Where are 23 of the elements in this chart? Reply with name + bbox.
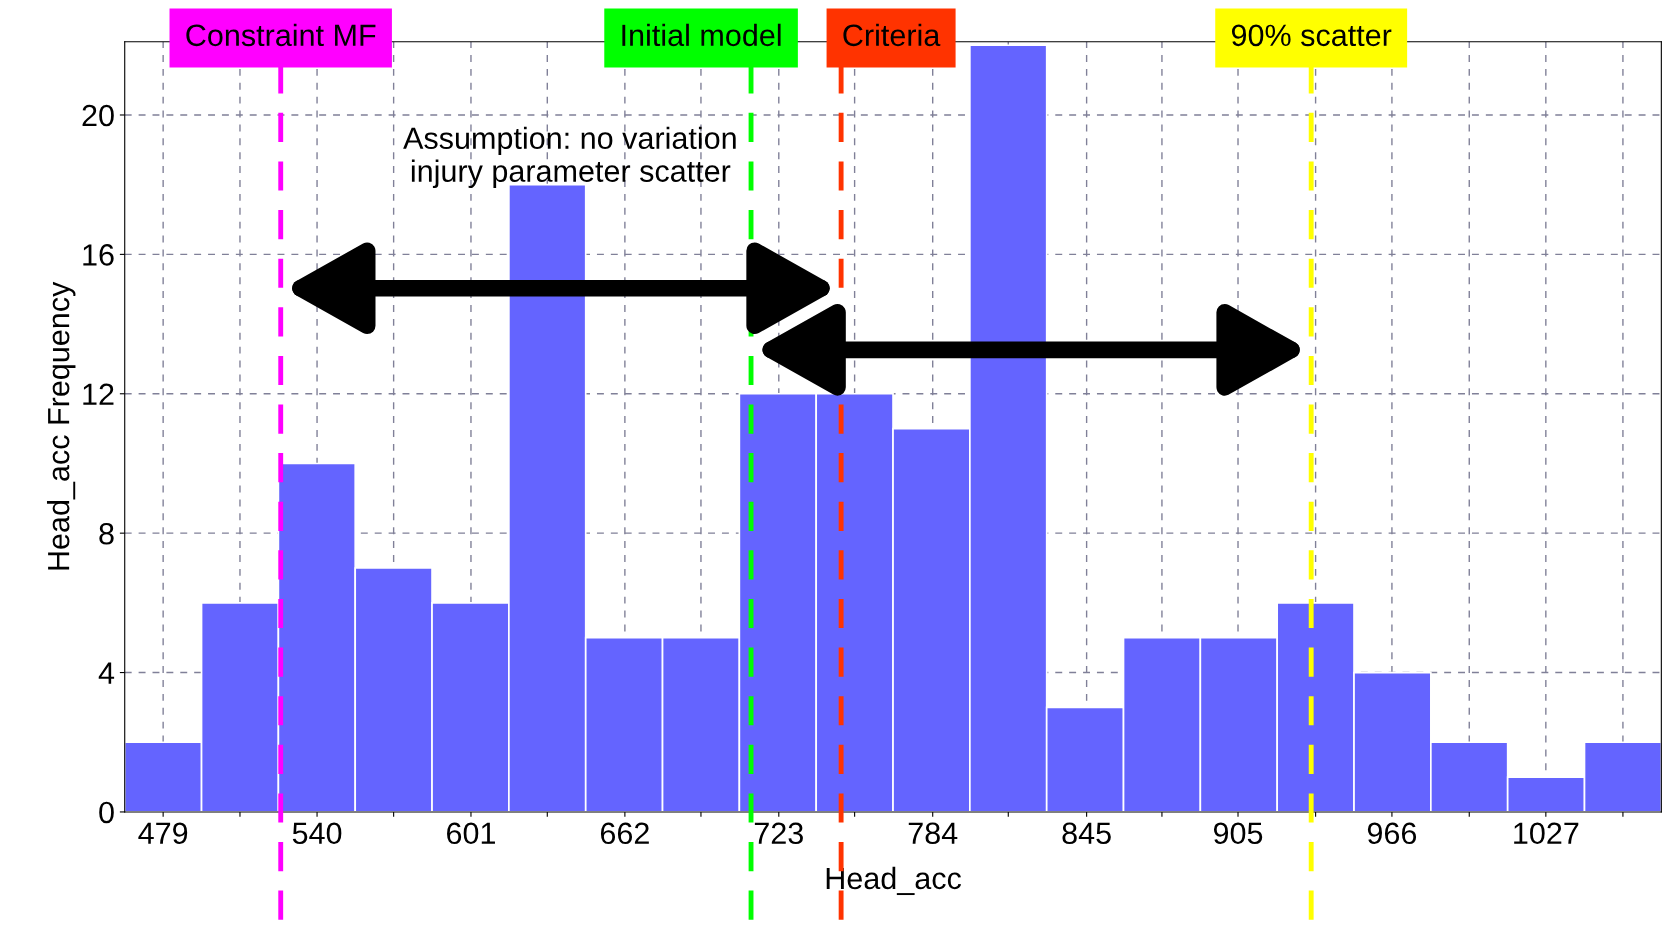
y-tick-label: 0 [99,801,114,824]
y-tick-label: 8 [99,522,114,545]
x-tick-label: 966 [1367,822,1417,845]
x-tick-label: 845 [1062,822,1111,845]
y-tick-label: 20 [82,104,114,127]
x-tick-label: 905 [1213,822,1263,845]
x-tick-label: 601 [447,822,495,845]
ref-line-label: Criteria [843,23,941,47]
ref-line-label: Initial model [622,23,781,47]
annotation: Assumption: no variation injury parameter scatter [403,126,736,189]
y-tick-label: 4 [98,662,115,684]
x-tick-label: 662 [600,822,649,845]
x-tick-label: 723 [754,822,803,845]
y-tick-label: 16 [83,244,114,266]
x-tick-label: 1027 [1514,822,1579,845]
ref-line-label: 90% scatter [1231,24,1392,47]
x-tick-label: 479 [138,822,188,845]
ref-line-label: Constraint MF [186,23,376,47]
x-tick-label: 540 [292,822,342,845]
y-axis-title: Head_acc Frequency [46,281,76,570]
y-tick-label: 12 [83,383,114,405]
x-axis-title: Head_acc [826,866,962,896]
x-tick-label: 784 [908,822,958,845]
